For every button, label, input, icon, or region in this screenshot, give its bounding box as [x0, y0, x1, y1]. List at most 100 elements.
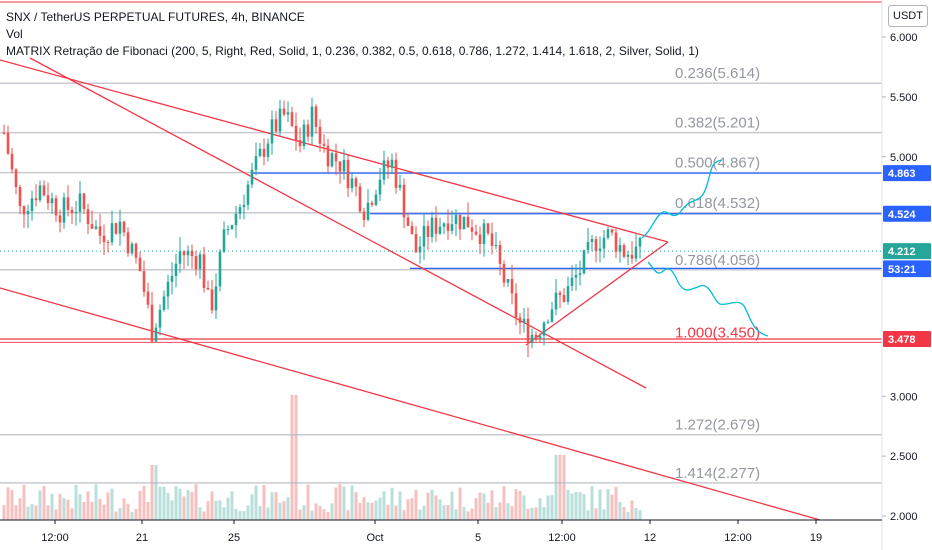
candle — [438, 217, 442, 236]
candle-body — [402, 184, 406, 218]
candle — [310, 97, 314, 145]
volume-bar — [162, 486, 166, 520]
volume-bar — [106, 492, 110, 520]
candle-body — [594, 239, 598, 251]
price-tick-label: 2.000 — [890, 511, 918, 523]
volume-bar — [14, 505, 18, 520]
candle — [390, 153, 394, 175]
candle — [42, 180, 46, 197]
candle — [362, 207, 366, 228]
candle — [122, 220, 126, 237]
candle — [178, 237, 182, 273]
candle-body — [446, 223, 450, 231]
candle — [238, 203, 242, 220]
candle — [358, 183, 362, 214]
volume-bar — [338, 484, 342, 520]
candle-body — [262, 148, 266, 157]
candle — [34, 184, 38, 207]
candle — [430, 211, 434, 243]
candle — [130, 241, 134, 256]
fib-level-label: 0.500(4.867) — [675, 155, 760, 172]
candle — [90, 210, 94, 229]
candle-body — [286, 112, 290, 115]
candle-body — [622, 245, 626, 257]
candle-body — [358, 186, 362, 212]
volume-bar — [406, 499, 410, 520]
fib-level-label: 1.272(2.679) — [675, 417, 760, 434]
volume-bar — [626, 511, 630, 520]
candle — [286, 101, 290, 123]
volume-bar — [378, 497, 382, 520]
candle — [466, 202, 470, 228]
projection-layer — [641, 159, 769, 337]
volume-bar — [410, 498, 414, 520]
volume-bar — [350, 485, 354, 520]
currency-selector[interactable]: USDT — [888, 5, 928, 27]
candle-body — [386, 160, 390, 168]
volume-bar — [474, 498, 478, 520]
volume-bar — [202, 511, 206, 520]
volume-bar — [542, 507, 546, 520]
candle — [482, 218, 486, 257]
candle-body — [378, 179, 382, 195]
candle — [470, 219, 474, 241]
volume-bar — [366, 502, 370, 520]
fib-level-label: 0.786(4.056) — [675, 252, 760, 269]
candle — [342, 149, 346, 180]
candle — [254, 142, 258, 176]
volume-bar — [606, 489, 610, 520]
candle — [150, 292, 154, 343]
candle — [82, 193, 86, 214]
time-tick-label: 25 — [228, 532, 240, 544]
candle — [246, 180, 250, 210]
volume-bar — [618, 502, 622, 520]
candle-body — [606, 229, 610, 238]
candle-body — [434, 217, 438, 234]
candle — [406, 213, 410, 226]
candle-body — [466, 216, 470, 228]
candle-body — [506, 279, 510, 283]
volume-bar — [346, 510, 350, 520]
candle-body — [454, 214, 458, 225]
candle-body — [174, 263, 178, 276]
candle-body — [494, 245, 498, 247]
candle — [490, 222, 494, 255]
candle-body — [94, 226, 98, 229]
volume-bar — [158, 486, 162, 520]
fib-level-label: 0.382(5.201) — [675, 115, 760, 132]
candle-body — [414, 234, 418, 253]
candle-body — [22, 206, 26, 215]
volume-bar — [46, 505, 50, 520]
candle-body — [82, 193, 86, 210]
volume-bar — [374, 500, 378, 520]
candle-body — [110, 223, 114, 243]
volume-bar — [98, 498, 102, 520]
candle-body — [114, 223, 118, 234]
volume-bar — [446, 505, 450, 520]
volume-bar — [610, 494, 614, 520]
candle-body — [426, 225, 430, 238]
volume-bar — [186, 490, 190, 520]
volume-bar — [34, 505, 38, 520]
volume-bar — [586, 510, 590, 520]
candle-body — [338, 161, 342, 172]
candle-body — [2, 132, 6, 134]
volume-bar — [214, 500, 218, 520]
candle — [590, 235, 594, 252]
candle-body — [14, 169, 18, 188]
candle — [110, 210, 114, 246]
candle — [602, 230, 606, 259]
volume-bar — [6, 487, 10, 520]
candle-body — [214, 286, 218, 311]
time-tick-label: 12 — [644, 532, 656, 544]
candle-body — [194, 256, 198, 270]
projection-down-curve — [647, 261, 769, 337]
volume-bar — [470, 508, 474, 520]
candle-body — [190, 250, 194, 257]
time-tick-label: 5 — [475, 532, 481, 544]
volume-bar — [74, 484, 78, 520]
volume-bar — [78, 494, 82, 520]
candle-body — [66, 197, 70, 210]
